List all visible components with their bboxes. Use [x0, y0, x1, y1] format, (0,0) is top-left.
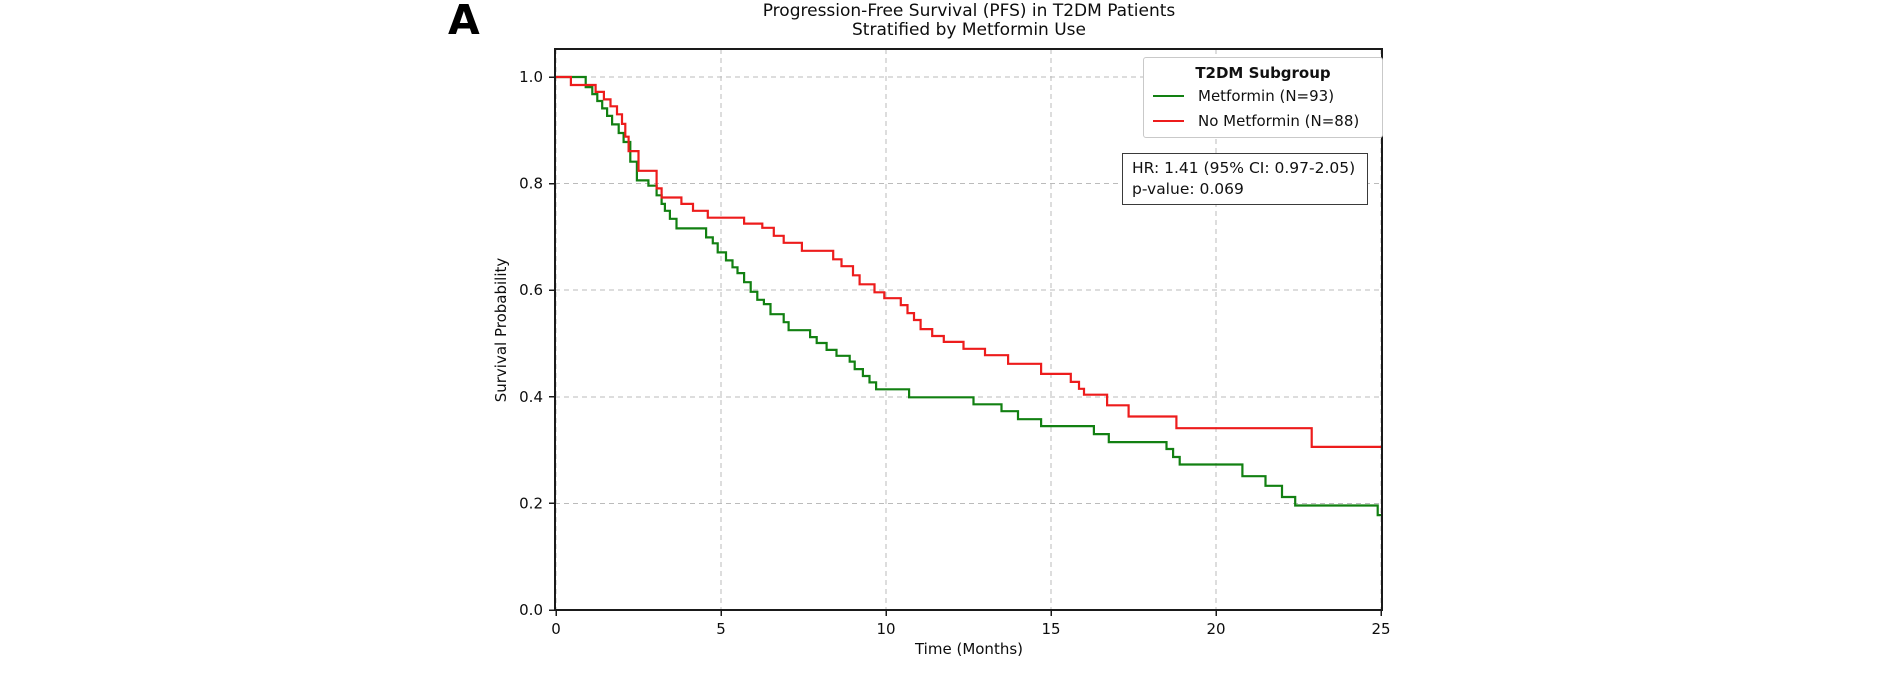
legend: T2DM Subgroup Metformin (N=93) No Metfor…	[1143, 57, 1383, 138]
x-tick-label: 15	[1041, 620, 1060, 638]
y-tick-label: 0.4	[519, 388, 543, 406]
y-axis-label: Survival Probability	[492, 257, 510, 403]
x-tick-label: 5	[716, 620, 726, 638]
survival-curve-no-metformin	[556, 75, 1381, 448]
pvalue-line: p-value: 0.069	[1132, 180, 1244, 198]
legend-item-label: No Metformin (N=88)	[1198, 111, 1360, 130]
y-tick-label: 1.0	[519, 68, 543, 86]
y-tick-label: 0.8	[519, 175, 543, 193]
y-tick-label: 0.0	[519, 601, 543, 619]
x-axis-label: Time (Months)	[914, 640, 1023, 658]
legend-title: T2DM Subgroup	[1195, 64, 1331, 82]
x-tick-label: 25	[1371, 620, 1390, 638]
x-tick-label: 10	[876, 620, 895, 638]
chart-title: Progression-Free Survival (PFS) in T2DM …	[556, 2, 1382, 40]
plot-frame	[554, 48, 1383, 611]
legend-item-no-metformin: No Metformin (N=88)	[1144, 108, 1382, 133]
x-tick-label: 0	[551, 620, 561, 638]
chart-title-line2: Stratified by Metformin Use	[852, 20, 1086, 40]
legend-item-metformin: Metformin (N=93)	[1144, 83, 1382, 108]
hr-line: HR: 1.41 (95% CI: 0.97-2.05)	[1132, 159, 1356, 177]
x-tick-label: 20	[1206, 620, 1225, 638]
y-tick-label: 0.6	[519, 281, 543, 299]
y-tick-label: 0.2	[519, 494, 543, 512]
panel-label: A	[448, 0, 480, 44]
chart-title-line1: Progression-Free Survival (PFS) in T2DM …	[762, 1, 1176, 21]
metformin-line-swatch	[1153, 94, 1184, 97]
legend-item-label: Metformin (N=93)	[1198, 86, 1335, 105]
no-metformin-line-swatch	[1153, 119, 1184, 122]
survival-curve-metformin	[556, 75, 1381, 517]
hazard-ratio-annotation: HR: 1.41 (95% CI: 0.97-2.05) p-value: 0.…	[1122, 153, 1368, 205]
